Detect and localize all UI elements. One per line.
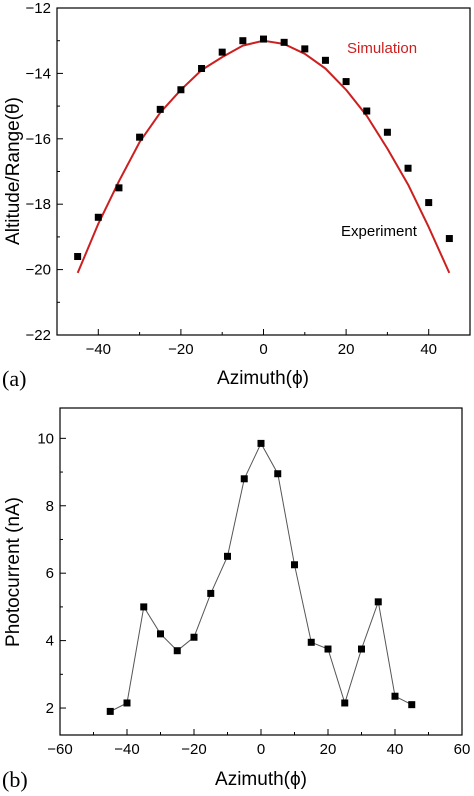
panel-a-altitude-vs-azimuth: −40 −20 0 20 40 −22 −20 −18 −16 −14 −12 Simulation… <box>2 0 471 391</box>
panel-b-ticks: −60 −40 −20 0 20 40 60 2 4 6 8 10 <box>37 430 470 758</box>
photocurrent-point <box>207 589 215 597</box>
panel-a-y-axis-title: Altitude/Range(θ) <box>3 97 24 245</box>
photocurrent-point <box>291 561 298 569</box>
experiment-point <box>280 38 288 46</box>
panel-a-x-tick-label: 40 <box>420 341 437 358</box>
photocurrent-point <box>140 603 148 611</box>
experiment-legend-label: Experiment <box>341 223 418 240</box>
panel-b-label: (b) <box>2 767 28 792</box>
photocurrent-point <box>408 701 416 709</box>
experiment-point <box>445 235 453 243</box>
panel-b-x-tick-label: 0 <box>257 741 265 758</box>
experiment-point <box>301 45 309 53</box>
photocurrent-point <box>190 633 198 641</box>
panel-b-x-tick-label: −20 <box>181 741 206 758</box>
photocurrent-point <box>257 439 265 447</box>
panel-a-y-tick-label: −22 <box>26 327 51 344</box>
photocurrent-point <box>374 598 382 606</box>
panel-b-y-tick-label: 2 <box>46 700 54 717</box>
photocurrent-point <box>341 699 349 707</box>
photocurrent-point <box>324 645 332 653</box>
photocurrent-markers-group <box>106 439 416 715</box>
panel-a-x-tick-label: −20 <box>168 341 193 358</box>
panel-b-photocurrent-vs-azimuth: −60 −40 −20 0 20 40 60 2 4 6 8 10 Azimuth(ϕ) Photoc… <box>2 407 470 792</box>
experiment-point <box>425 199 433 207</box>
experiment-point <box>383 128 391 136</box>
experiment-point <box>136 133 144 141</box>
panel-b-y-axis-title: Photocurrent (nA) <box>3 497 24 647</box>
photocurrent-point <box>274 470 282 478</box>
panel-b-x-tick-label: 60 <box>454 741 471 758</box>
experiment-point <box>177 86 185 94</box>
panel-b-x-tick-label: −60 <box>47 741 72 758</box>
panel-a-y-tick-label: −18 <box>26 196 51 213</box>
panel-a-label: (a) <box>2 366 26 391</box>
experiment-point <box>260 35 267 43</box>
panel-a-y-tick-label: −16 <box>26 131 51 148</box>
photocurrent-point <box>224 552 231 560</box>
experiment-point <box>321 56 329 64</box>
experiment-point <box>218 48 226 56</box>
experiment-point <box>363 107 371 115</box>
experiment-markers-group <box>74 35 453 261</box>
panel-a-x-axis-title: Azimuth(ϕ) <box>217 368 309 389</box>
panel-b-plot-frame <box>59 407 463 736</box>
photocurrent-point <box>391 692 399 700</box>
experiment-point <box>115 184 123 192</box>
experiment-point <box>342 78 350 86</box>
experiment-point <box>94 213 102 221</box>
simulation-legend-label: Simulation <box>347 40 417 57</box>
photocurrent-point <box>123 699 131 707</box>
experiment-point <box>239 37 247 45</box>
panel-b-y-tick-label: 8 <box>46 498 54 515</box>
panel-a-x-tick-label: 0 <box>259 341 267 358</box>
panel-b-x-tick-label: 20 <box>320 741 337 758</box>
panel-a-y-tick-label: −20 <box>26 262 51 279</box>
panel-b-x-tick-label: −40 <box>114 741 139 758</box>
photocurrent-point <box>157 630 164 638</box>
photocurrent-line <box>110 442 413 712</box>
photocurrent-point <box>173 647 181 655</box>
panel-a-y-tick-label: −12 <box>26 0 51 17</box>
experiment-point <box>74 253 82 261</box>
panel-a-y-tick-label: −14 <box>26 65 51 82</box>
photocurrent-point <box>358 645 365 653</box>
panel-a-ticks: −40 −20 0 20 40 −22 −20 −18 −16 −14 −12 <box>26 0 437 358</box>
panel-b-x-tick-label: 40 <box>387 741 404 758</box>
panel-b-x-axis-title: Azimuth(ϕ) <box>215 769 307 790</box>
photocurrent-point <box>240 475 248 483</box>
panel-a-x-tick-label: −40 <box>86 341 111 358</box>
photocurrent-point <box>106 707 114 715</box>
panel-a-x-tick-label: 20 <box>338 341 355 358</box>
experiment-point <box>404 164 412 172</box>
panel-b-y-tick-label: 4 <box>46 633 54 650</box>
panel-b-y-tick-label: 10 <box>37 430 54 447</box>
panel-b-y-tick-label: 6 <box>46 565 54 582</box>
photocurrent-point <box>307 638 315 646</box>
experiment-point <box>156 105 164 113</box>
experiment-point <box>198 64 206 72</box>
photocurrent-line-group <box>110 442 413 712</box>
